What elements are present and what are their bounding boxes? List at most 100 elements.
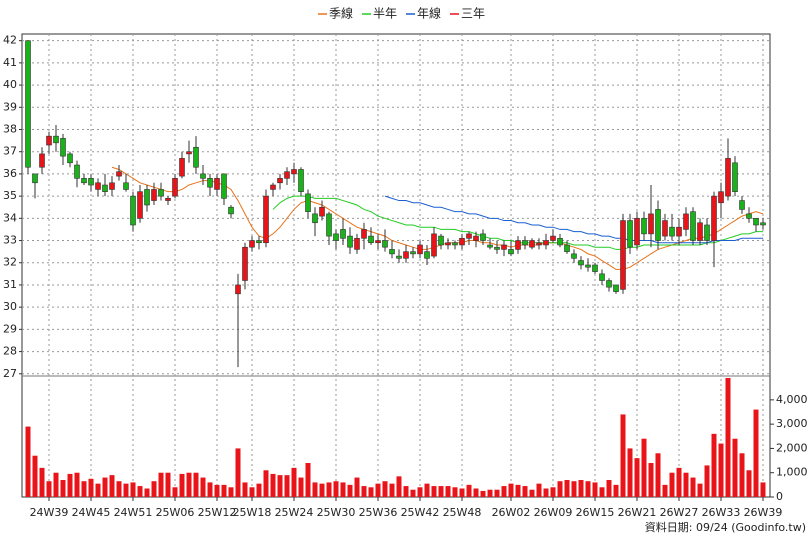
candle-body bbox=[375, 240, 381, 244]
volume-bar bbox=[347, 484, 353, 497]
candle-body bbox=[39, 153, 45, 168]
candle-body bbox=[277, 178, 283, 184]
volume-bar bbox=[648, 463, 654, 497]
candle-body bbox=[25, 40, 31, 168]
volume-bar bbox=[151, 481, 157, 497]
volume-bar bbox=[389, 483, 395, 497]
candle-body bbox=[60, 138, 66, 157]
candle-body bbox=[340, 229, 346, 239]
volume-bar bbox=[452, 487, 458, 497]
volume-bar bbox=[613, 484, 619, 497]
candle-body bbox=[648, 213, 654, 235]
legend-label: 年線 bbox=[417, 6, 441, 21]
candle-body bbox=[130, 195, 136, 226]
volume-bar bbox=[200, 477, 206, 497]
candle-body bbox=[459, 238, 465, 246]
candle-body bbox=[697, 222, 703, 241]
volume-bar bbox=[312, 482, 318, 497]
candle-body bbox=[179, 158, 185, 177]
legend-label: 三年 bbox=[461, 7, 485, 21]
candle-body bbox=[550, 235, 556, 241]
candle-body bbox=[760, 222, 766, 226]
volume-bar bbox=[410, 489, 416, 497]
volume-bar bbox=[326, 482, 332, 497]
volume-bar bbox=[53, 472, 59, 497]
y2-tick-label: 1,000 bbox=[776, 466, 808, 479]
volume-bar bbox=[669, 472, 675, 497]
volume-bar bbox=[522, 486, 528, 497]
candle-body bbox=[200, 173, 206, 179]
candle-body bbox=[585, 264, 591, 268]
volume-bar bbox=[599, 487, 605, 497]
volume-bar bbox=[480, 490, 486, 497]
candle-body bbox=[284, 171, 290, 179]
candle-body bbox=[480, 233, 486, 241]
x-tick-label: 26W09 bbox=[534, 506, 573, 519]
volume-bar bbox=[102, 477, 108, 497]
y2-tick-label: 0 bbox=[776, 490, 783, 503]
candle-body bbox=[508, 249, 514, 255]
volume-bar bbox=[109, 475, 115, 497]
volume-bar bbox=[74, 472, 80, 497]
candle-body bbox=[417, 244, 423, 255]
candle-body bbox=[382, 240, 388, 248]
x-tick-label: 25W36 bbox=[359, 506, 398, 519]
volume-bar bbox=[130, 482, 136, 497]
volume-bar bbox=[550, 487, 556, 497]
volume-bar bbox=[291, 467, 297, 497]
candle-body bbox=[501, 244, 507, 250]
legend-label: 半年 bbox=[373, 7, 397, 21]
volume-bar bbox=[641, 438, 647, 497]
candle-body bbox=[158, 189, 164, 197]
volume-bar bbox=[557, 481, 563, 497]
x-tick-label: 25W24 bbox=[275, 506, 314, 519]
footer: 資料日期: 09/24 (Goodinfo.tw) bbox=[645, 520, 806, 534]
candle-body bbox=[669, 226, 675, 237]
volume-bar bbox=[704, 465, 710, 497]
volume-bar bbox=[760, 482, 766, 497]
candle-body bbox=[494, 246, 500, 250]
candle-body bbox=[473, 235, 479, 241]
candle-body bbox=[74, 164, 80, 179]
volume-bar bbox=[193, 472, 199, 497]
y-tick-label: 33 bbox=[3, 234, 17, 247]
volume-bar bbox=[445, 486, 451, 497]
candle-body bbox=[396, 255, 402, 259]
volume-bar bbox=[564, 480, 570, 497]
volume-bar bbox=[571, 481, 577, 497]
candle-body bbox=[543, 240, 549, 246]
candle-body bbox=[151, 189, 157, 201]
candle-body bbox=[144, 189, 150, 206]
y-tick-label: 34 bbox=[3, 211, 17, 224]
volume-bar bbox=[32, 455, 38, 497]
candle-body bbox=[312, 213, 318, 224]
candle-body bbox=[298, 169, 304, 192]
candle-body bbox=[704, 224, 710, 241]
ma-line bbox=[111, 166, 764, 270]
candle-body bbox=[109, 182, 115, 190]
volume-bar bbox=[361, 486, 367, 497]
candle-body bbox=[613, 284, 619, 292]
candle-body bbox=[270, 184, 276, 190]
candle-body bbox=[487, 244, 493, 248]
candle-body bbox=[249, 240, 255, 248]
volume-bar bbox=[676, 467, 682, 497]
candle-body bbox=[620, 220, 626, 290]
candle-body bbox=[193, 146, 199, 168]
candle-body bbox=[753, 218, 759, 226]
volume-bar bbox=[697, 483, 703, 497]
y-tick-label: 40 bbox=[3, 78, 17, 91]
y-tick-label: 38 bbox=[3, 122, 17, 135]
volume-bar bbox=[144, 488, 150, 497]
volume-bar bbox=[515, 484, 521, 497]
y-tick-label: 32 bbox=[3, 256, 17, 269]
volume-bar bbox=[732, 438, 738, 497]
candle-body bbox=[67, 153, 73, 164]
candle-body bbox=[683, 213, 689, 230]
candle-body bbox=[256, 240, 262, 244]
plot-frame bbox=[21, 33, 771, 498]
volume-bar bbox=[690, 477, 696, 497]
volume-bar bbox=[319, 483, 325, 497]
volume-bar bbox=[242, 482, 248, 497]
